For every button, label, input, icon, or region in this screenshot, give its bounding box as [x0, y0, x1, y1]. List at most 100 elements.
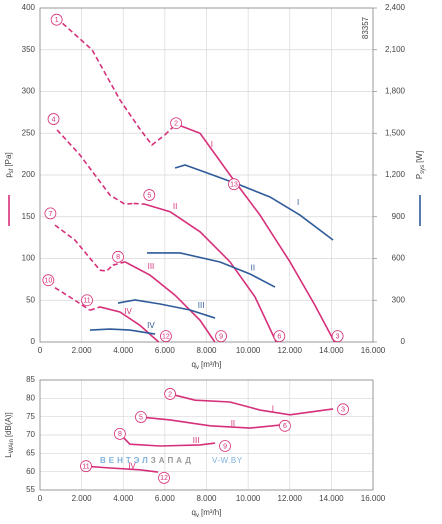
curve-label: II	[173, 202, 177, 211]
curve-label: IV	[128, 461, 136, 470]
chart-id: 83357	[361, 16, 370, 39]
y-tick-label: 300	[22, 87, 36, 96]
point-marker-label: 11	[83, 298, 90, 305]
point-marker-label: 6	[283, 423, 287, 430]
x-tick-label: 6.000	[155, 346, 176, 355]
point-marker-label: 9	[223, 443, 227, 450]
stall-curve	[56, 129, 134, 206]
y-tick-label: 350	[22, 45, 36, 54]
axis-label-unit: [Pa]	[4, 152, 13, 166]
curve	[146, 252, 276, 288]
axis-label-sub: v	[196, 513, 199, 519]
axis-label-symbol: L	[4, 453, 13, 458]
watermark-part: ЗАПАД	[151, 456, 194, 465]
point-marker-label: 12	[160, 475, 168, 482]
axis-label: psf [Pa]	[4, 152, 14, 177]
curve-label: III	[198, 301, 205, 310]
point-marker	[279, 419, 291, 432]
y2-tick-label: 1,500	[385, 128, 406, 137]
axis-label-sub: sys	[420, 165, 426, 174]
watermark: ВЕНТЭЛЗАПАД V-W.BY	[100, 456, 243, 465]
y-tick-label: 75	[26, 412, 35, 421]
axis-label-sub: v	[196, 365, 199, 371]
curve-label: I	[211, 140, 213, 149]
point-marker-label: 13	[230, 182, 238, 189]
point-marker-label: 9	[219, 333, 223, 340]
point-marker-label: 11	[82, 464, 89, 471]
x-tick-label: 0	[38, 346, 43, 355]
axis-label: LWAin [dB(A)]	[4, 412, 14, 457]
x-tick-label: 4.000	[113, 494, 134, 503]
point-marker-label: 5	[139, 414, 143, 421]
axis-label-unit: [m³/h]	[201, 360, 221, 369]
point-marker-label: 2	[174, 121, 178, 128]
axis-label-sub: WAin	[9, 439, 15, 453]
point-marker	[158, 471, 170, 484]
curve	[89, 328, 156, 335]
y-tick-label: 50	[26, 295, 35, 304]
curve	[117, 299, 216, 319]
curve-label: I	[297, 198, 299, 207]
point-marker-label: 3	[336, 333, 340, 340]
curve-label: IV	[147, 321, 155, 330]
point-marker	[143, 189, 156, 201]
point-marker	[42, 274, 55, 287]
axis-label-unit: [m³/h]	[201, 508, 221, 517]
stall-connector	[133, 202, 146, 206]
plot-frame	[39, 7, 374, 343]
curve-label: III	[193, 436, 200, 445]
curve	[144, 203, 277, 343]
x-tick-label: 10.000	[236, 346, 261, 355]
x-tick-label: 10.000	[236, 494, 261, 503]
curve	[119, 433, 216, 447]
stall-curve	[54, 224, 114, 272]
x-tick-label: 8.000	[196, 346, 217, 355]
axis-label-symbol: P	[415, 174, 424, 179]
y2-tick-label: 2,400	[385, 3, 406, 12]
y2-tick-label: 900	[392, 212, 406, 221]
curve-label: III	[148, 262, 155, 271]
x-tick-label: 4.000	[113, 346, 134, 355]
y-tick-label: 400	[22, 3, 36, 12]
y-tick-label: 200	[22, 170, 36, 179]
axis-label: qv [m³/h]	[192, 508, 222, 518]
point-marker-label: 3	[341, 407, 345, 414]
y2-tick-label: 1,800	[385, 87, 406, 96]
x-tick-label: 16.000	[361, 346, 386, 355]
point-marker	[114, 427, 126, 440]
point-marker-label: 7	[48, 211, 52, 218]
point-marker-label: 12	[162, 333, 170, 340]
y-tick-label: 55	[26, 485, 35, 494]
point-marker	[219, 440, 231, 452]
point-marker	[215, 330, 227, 343]
x-tick-label: 14.000	[319, 346, 344, 355]
point-marker	[135, 411, 147, 423]
y-tick-label: 250	[22, 128, 36, 137]
point-marker-label: 8	[118, 431, 122, 438]
curve	[174, 164, 334, 241]
x-tick-label: 14.000	[319, 494, 344, 503]
curve	[175, 123, 336, 343]
y2-tick-label: 300	[392, 295, 406, 304]
point-marker-label: 5	[147, 192, 151, 199]
curve	[169, 393, 334, 416]
point-marker-label: 10	[44, 278, 52, 285]
point-marker	[81, 294, 93, 307]
axis-label-sub: sf	[9, 168, 15, 173]
x-tick-label: 12.000	[278, 494, 303, 503]
y-tick-label: 70	[26, 430, 35, 439]
plot-frame	[39, 379, 374, 491]
x-tick-label: 2.000	[72, 494, 93, 503]
x-tick-label: 2.000	[72, 346, 93, 355]
point-marker	[337, 403, 349, 416]
stall-connector	[112, 261, 126, 266]
y-tick-label: 65	[26, 448, 35, 457]
stall-connector	[89, 306, 101, 312]
point-marker	[112, 250, 124, 263]
point-marker-label: 6	[277, 333, 281, 340]
point-marker	[160, 330, 172, 343]
point-marker-label: 2	[168, 391, 172, 398]
curve	[85, 465, 159, 473]
y-tick-label: 150	[22, 212, 36, 221]
axis-label: qv [m³/h]	[192, 360, 222, 370]
